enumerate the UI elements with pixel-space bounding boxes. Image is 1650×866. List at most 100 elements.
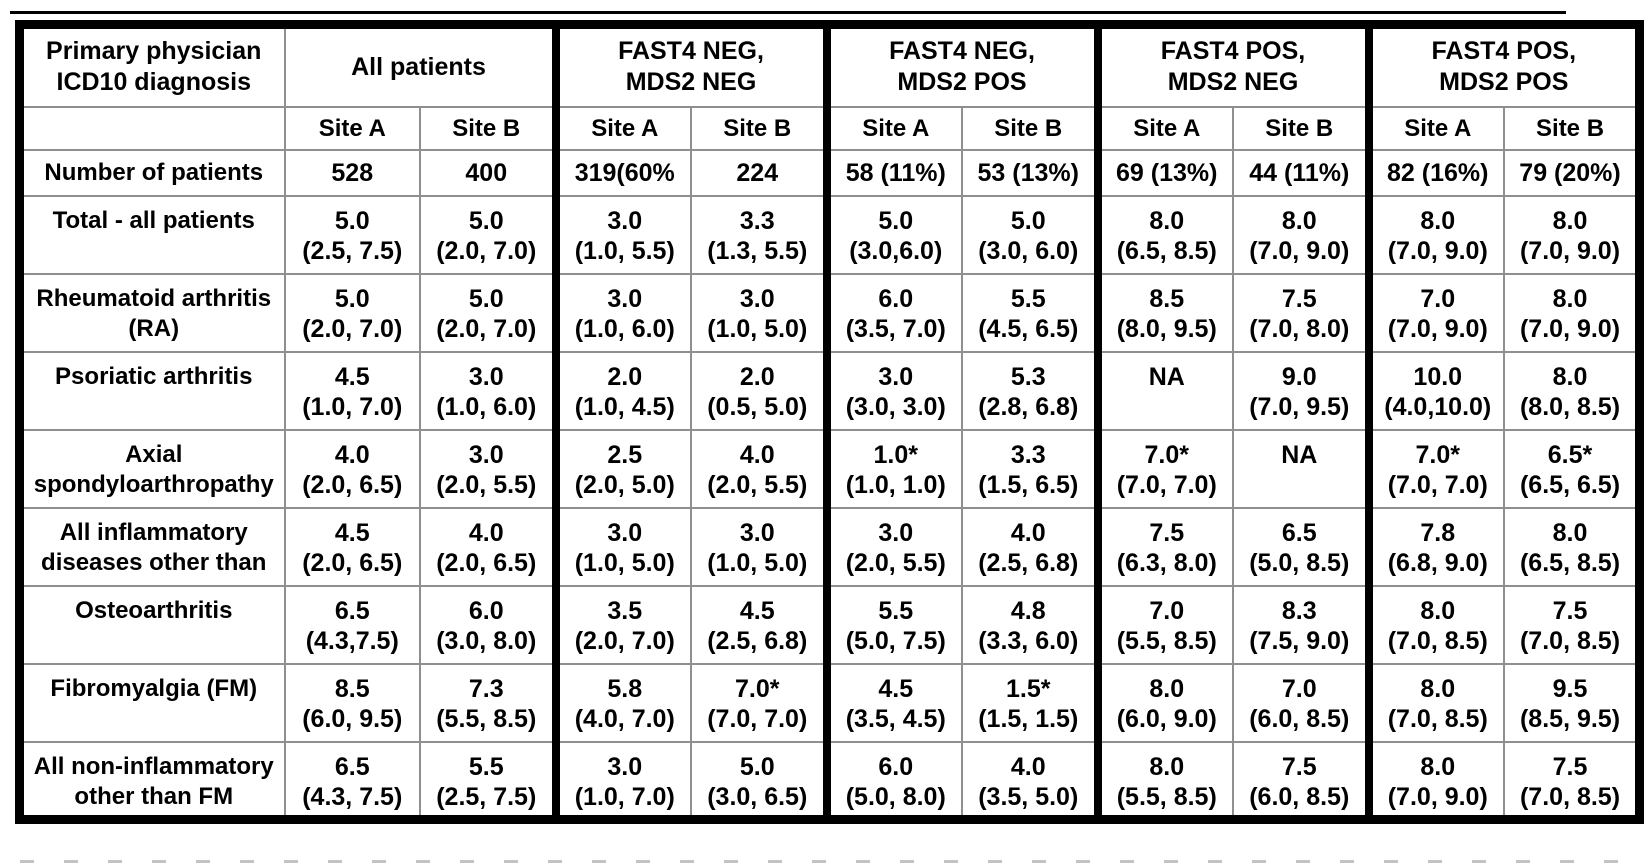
corner-empty-cell [18,105,286,151]
data-cell: 4.5 (1.0, 7.0) [283,350,421,431]
data-cell: 58 (11%) [822,148,963,197]
cell-line: FAST4 NEG, [889,37,1035,66]
group-header-row: Primary physician ICD10 diagnosis All pati… [18,23,1641,108]
cell-line: 4.5 [739,596,775,625]
site-header-fast4-pos-mds2-pos-site-a: Site A [1364,105,1506,151]
data-cell: 5.5 (4.5, 6.5) [961,272,1099,353]
cell-line: 8.0 [1281,206,1317,235]
site-header-all-patients-site-a: Site A [283,105,421,151]
table-body: Number of patients 528 400 319(60% 224 58 (11… [18,148,1641,821]
data-cell: 9.5 (8.5, 9.5) [1503,662,1641,743]
cell-line: (7.0, 8.5) [1519,782,1621,811]
row-label: Fibromyalgia (FM) [18,662,286,743]
cell-line: 528 [331,158,374,187]
cell-line: 319(60% [574,158,675,187]
cell-line: 7.0 [1149,596,1185,625]
data-cell: 8.5 (8.0, 9.5) [1093,272,1234,353]
cell-line: 6.0 [878,752,914,781]
cell-line: (0.5, 5.0) [707,392,808,421]
cell-line: 8.3 [1281,596,1317,625]
cell-line: (3.5, 7.0) [845,314,946,343]
row-label: Total - all patients [18,194,286,275]
cell-line: (6.0, 8.5) [1249,782,1350,811]
cell-line: Primary physician [46,37,262,66]
data-cell: 3.3 (1.5, 6.5) [961,428,1099,509]
data-cell: 6.5 (5.0, 8.5) [1232,506,1370,587]
cell-line: 4.8 [1010,596,1046,625]
data-cell: 2.5 (2.0, 5.0) [551,428,692,509]
data-cell: 5.8 (4.0, 7.0) [551,662,692,743]
cell-line: 2.0 [739,362,775,391]
cell-line: 7.0* [1415,440,1460,469]
cell-line: 8.0 [1420,674,1456,703]
data-cell: 53 (13%) [961,148,1099,197]
top-rule-line [10,11,1566,14]
data-cell: 2.0 (0.5, 5.0) [690,350,828,431]
cell-line: 9.5 [1552,674,1588,703]
cell-line: (2.5, 7.5) [436,782,537,811]
table-row: Axial spondyloarthropathy 4.0 (2.0, 6.5) 3.0… [18,428,1641,509]
cell-line: 8.0 [1552,206,1588,235]
data-cell: 528 [283,148,421,197]
cell-line: (4.5, 6.5) [978,314,1079,343]
data-cell: 4.5 (3.5, 4.5) [822,662,963,743]
cell-line: Number of patients [44,158,264,186]
cell-line: 4.0 [334,440,370,469]
cell-line: (7.0, 7.0) [1116,470,1217,499]
data-cell: 5.0 (2.0, 7.0) [419,194,557,275]
data-cell: 7.5 (7.0, 8.0) [1232,272,1370,353]
cell-line: (1.0, 6.0) [574,314,675,343]
data-cell: 8.0 (7.0, 9.0) [1503,272,1641,353]
cell-line: (5.5, 8.5) [436,704,537,733]
data-cell: 6.0 (3.5, 7.0) [822,272,963,353]
data-cell: 4.0 (3.5, 5.0) [961,740,1099,821]
data-cell: NA [1232,428,1370,509]
cell-line: 5.0 [739,752,775,781]
cell-line: (2.0, 5.5) [436,470,537,499]
data-cell: 4.0 (2.5, 6.8) [961,506,1099,587]
data-cell: 5.5 (2.5, 7.5) [419,740,557,821]
cell-line: (2.0, 6.5) [436,548,537,577]
cell-line: 3.0 [739,518,775,547]
cell-line: 6.5 [1281,518,1317,547]
cell-line: (2.0, 7.0) [302,314,403,343]
cell-line: 6.0 [468,596,504,625]
data-cell: 8.0 (6.5, 8.5) [1093,194,1234,275]
cell-line: 8.0 [1149,752,1185,781]
cell-line: All inflammatory [59,518,248,546]
cell-line: 7.5 [1281,752,1317,781]
cell-line: 4.5 [878,674,914,703]
cell-line: 8.5 [334,674,370,703]
cell-line: (1.0, 7.0) [302,392,403,421]
cell-line: (5.0, 8.0) [845,782,946,811]
cell-line: 8.0 [1149,206,1185,235]
cell-line: (7.0, 7.0) [707,704,808,733]
row-label: Osteoarthritis [18,584,286,665]
row-label: All inflammatory diseases other than [18,506,286,587]
cell-line: Total - all patients [52,206,255,234]
cell-line: (7.5, 9.0) [1249,626,1350,655]
diagnosis-table: Primary physician ICD10 diagnosis All pati… [15,20,1645,824]
data-cell: 7.0 (7.0, 9.0) [1364,272,1506,353]
cell-line: 5.0 [468,206,504,235]
cell-line: (7.0, 9.0) [1249,236,1350,265]
cell-line: MDS2 POS [1439,68,1569,97]
data-cell: 8.0 (7.0, 8.5) [1364,662,1506,743]
cell-line: (3.5, 4.5) [845,704,946,733]
cell-line: 7.0* [735,674,780,703]
cell-line: spondyloarthropathy [33,470,274,498]
cell-line: (7.0, 8.0) [1249,314,1350,343]
row-label: Rheumatoid arthritis (RA) [18,272,286,353]
cell-line: 7.5 [1149,518,1185,547]
data-cell: 4.5 (2.0, 6.5) [283,506,421,587]
cell-line: 6.0 [878,284,914,313]
cell-line: 8.0 [1552,284,1588,313]
cell-line: (3.0, 8.0) [436,626,537,655]
cell-line: 6.5 [334,752,370,781]
cell-line: other than FM [74,782,234,810]
site-header-fast4-pos-mds2-pos-site-b: Site B [1503,105,1641,151]
cell-line: diseases other than [41,548,267,576]
table-row: All inflammatory diseases other than 4.5 (2… [18,506,1641,587]
data-cell: 7.5 (6.0, 8.5) [1232,740,1370,821]
cell-line: (2.0, 7.0) [436,314,537,343]
